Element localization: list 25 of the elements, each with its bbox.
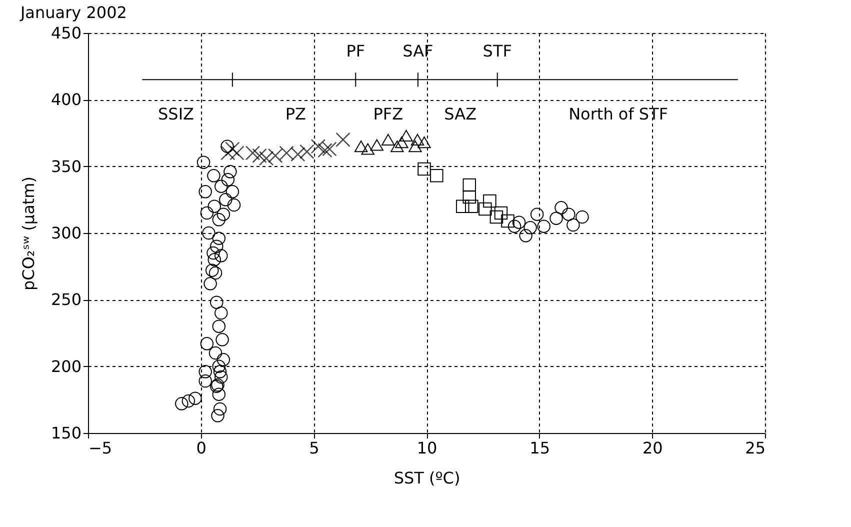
y-tick-label: 450: [50, 24, 82, 42]
annotation: STF: [482, 42, 512, 61]
annotation: SAF: [402, 42, 434, 61]
annotation: SAZ: [444, 104, 477, 124]
annotation: PF: [346, 42, 366, 61]
y-tick-label: 150: [50, 424, 82, 442]
chart-title: January 2002: [19, 3, 127, 22]
annotation: North of STF: [568, 104, 668, 124]
x-tick-label: 25: [745, 438, 766, 458]
x-axis-title: SST (ºC): [394, 468, 460, 488]
x-tick-label: 15: [530, 438, 550, 458]
annotation: SSIZ: [158, 104, 194, 124]
annotation: PZ: [285, 104, 306, 124]
y-tick-label: 200: [50, 356, 82, 376]
annotation: PFZ: [373, 104, 404, 124]
x-tick-label: 5: [309, 438, 320, 458]
x-tick-label: 20: [642, 438, 663, 458]
y-tick-label: 400: [50, 90, 82, 110]
y-tick-label: 300: [50, 224, 82, 242]
y-tick-label: 250: [50, 290, 82, 310]
x-tick-label: 10: [416, 438, 438, 458]
y-axis-title: pCO₂ˢʷ (μatm): [18, 176, 38, 290]
x-tick-label: −5: [88, 438, 112, 458]
x-tick-label: 0: [196, 438, 206, 458]
y-tick-label: 350: [50, 156, 82, 176]
